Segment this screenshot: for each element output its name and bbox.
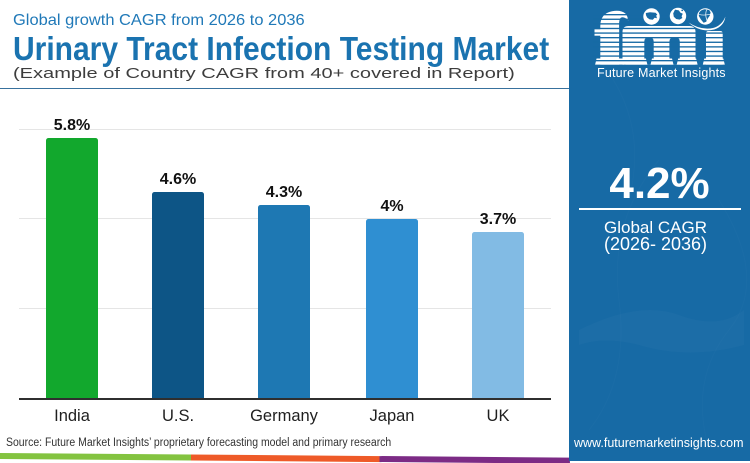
svg-text:Future Market Insights: Future Market Insights — [597, 66, 726, 80]
